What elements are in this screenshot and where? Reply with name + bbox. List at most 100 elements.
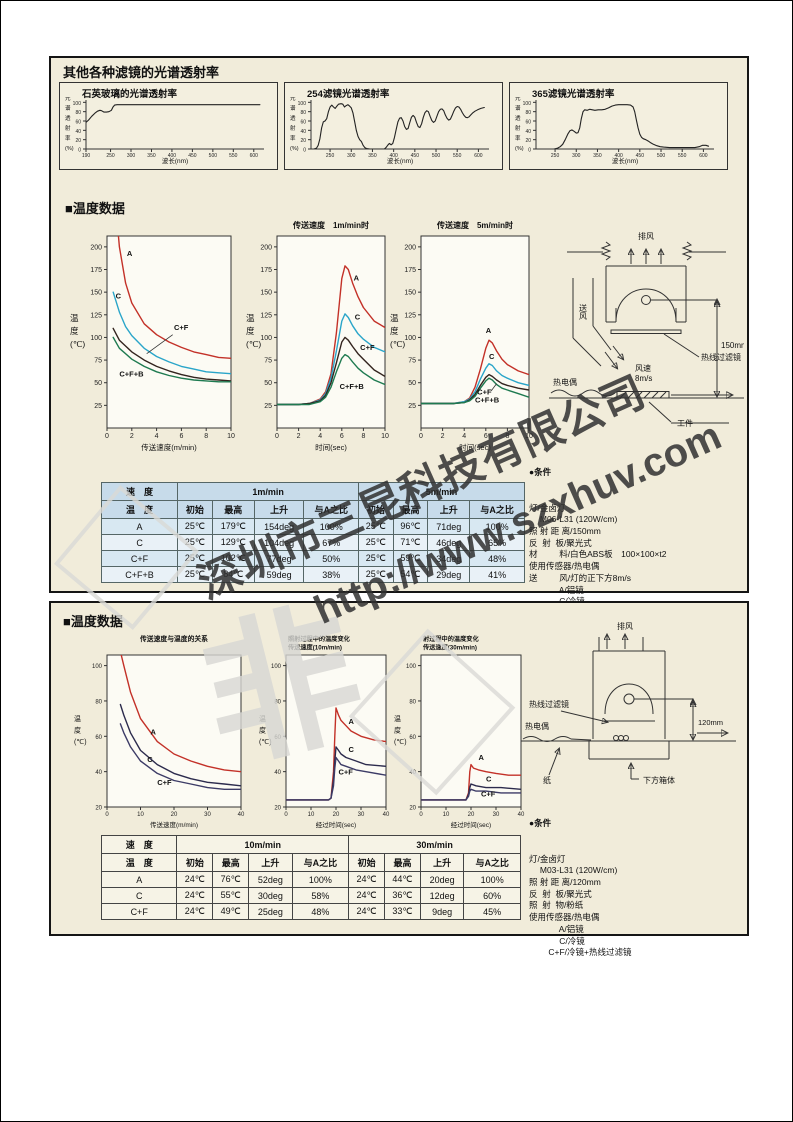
table-cell: 55℃ <box>212 887 250 904</box>
table-cell: 与A之比 <box>463 853 521 872</box>
chart-254-transmittance: 250 300 350 400 450 500 550 600 0 20 40 60 80 100 波长(n… <box>287 94 497 170</box>
svg-text:20: 20 <box>274 806 281 812</box>
temp-data-heading-1: ■温度数据 <box>65 201 125 216</box>
svg-text:C+F+B: C+F+B <box>119 369 144 378</box>
chart-temp-change-30mmin: 0 10 20 30 40 20 40 60 80 100 A C C+F 经过时间(sec) 温度 (℃) 射… <box>391 633 527 840</box>
dimension-150mm: 150mm <box>721 341 744 350</box>
svg-text:时间(sec): 时间(sec) <box>315 442 347 452</box>
table-cell: 84℃ <box>211 566 255 583</box>
svg-text:度: 度 <box>246 326 255 336</box>
svg-text:(℃): (℃) <box>70 339 85 349</box>
svg-text:500: 500 <box>432 153 441 159</box>
table-cell: C+F <box>100 550 179 567</box>
svg-text:照射过程中的温度变化: 照射过程中的温度变化 <box>288 635 351 643</box>
table-cell: 59deg <box>253 566 305 583</box>
table-cell: C+F <box>100 903 178 920</box>
condition-line: 送 风/灯的正下方8m/s <box>529 572 632 583</box>
svg-text:C+F: C+F <box>157 778 172 787</box>
condition-line: 反 射 板/聚光式 <box>529 888 592 899</box>
chart-quartz-transmittance: 190 250 300 350 400 450 500 550 600 0 20 40 60 80 100 波… <box>62 94 272 170</box>
svg-text:(℃): (℃) <box>74 739 87 746</box>
svg-text:100: 100 <box>298 101 307 107</box>
svg-text:度: 度 <box>74 725 81 734</box>
condition-line: 使用传感器/热电偶 <box>529 912 600 923</box>
svg-text:率: 率 <box>515 134 521 142</box>
svg-text:60: 60 <box>75 120 81 126</box>
svg-text:(℃): (℃) <box>246 339 261 349</box>
svg-text:传送速度(m/min): 传送速度(m/min) <box>150 820 198 829</box>
section1-title: 其他各种滤镜的光谱透射率 <box>63 65 220 80</box>
temp-data-heading-2: ■温度数据 <box>63 614 123 629</box>
thermocouple-label: 热电偶 <box>553 377 577 387</box>
svg-text:40: 40 <box>95 770 102 776</box>
condition-line: A/铝镜 <box>529 923 584 934</box>
lower-box-label: 下方箱体 <box>643 775 675 785</box>
svg-text:125: 125 <box>404 312 416 319</box>
svg-text:C+F+B: C+F+B <box>475 396 500 405</box>
svg-text:600: 600 <box>474 153 483 159</box>
condition-line: 照 射 距 离/150mm <box>529 526 601 537</box>
chart-365-transmittance: 250 300 350 400 450 500 550 600 0 20 40 60 80 100 波长(n… <box>512 94 722 170</box>
table-cell: 41% <box>469 566 525 583</box>
svg-text:率: 率 <box>65 134 71 142</box>
table-cell: 25℃ <box>358 534 394 551</box>
table-cell: 71℃ <box>392 534 429 551</box>
svg-text:250: 250 <box>106 153 115 159</box>
table-cell: C <box>100 534 179 551</box>
svg-text:透: 透 <box>515 114 521 122</box>
table-row: A 24℃ 76℃ 52deg 100% 24℃ 44℃ 20deg 100% <box>100 871 521 888</box>
svg-text:0: 0 <box>105 433 109 440</box>
conditions-header: ●条件 <box>529 467 552 478</box>
svg-text:2: 2 <box>130 433 134 440</box>
svg-text:0: 0 <box>528 148 531 154</box>
svg-text:100: 100 <box>92 664 103 670</box>
svg-text:150: 150 <box>90 290 102 297</box>
svg-text:40: 40 <box>383 812 390 818</box>
table-cell: 30m/min <box>348 835 521 854</box>
svg-text:温: 温 <box>74 714 81 723</box>
svg-text:光: 光 <box>290 97 296 102</box>
chart-temp-vs-speed-paper: 0 10 20 30 40 20 40 60 80 100 A C C+F 传送速度(m/min) 温度 (℃… <box>71 633 249 840</box>
svg-text:率: 率 <box>290 134 296 142</box>
svg-text:波长(nm): 波长(nm) <box>612 156 638 165</box>
panel-quartz-chart: 石英玻璃的光谱透射率 190 250 300 350 400 450 500 550 600 0 2… <box>59 82 278 170</box>
svg-text:25: 25 <box>408 403 416 410</box>
svg-text:传送速度(m/min): 传送速度(m/min) <box>141 442 197 452</box>
table-cell: 25℃ <box>177 550 213 567</box>
svg-text:20: 20 <box>75 138 81 144</box>
table-cell: 24℃ <box>176 871 214 888</box>
svg-text:100: 100 <box>73 101 82 107</box>
svg-text:190: 190 <box>82 153 91 159</box>
svg-text:40: 40 <box>409 770 416 776</box>
svg-text:传送速度与温度的关系: 传送速度与温度的关系 <box>139 634 208 643</box>
svg-text:A: A <box>486 326 492 335</box>
table-cell: 25deg <box>248 903 293 920</box>
panel-title: 365滤镜光谱透射率 <box>532 89 615 100</box>
svg-text:10: 10 <box>137 812 144 818</box>
section-temperature-2: ■温度数据 0 10 20 30 40 20 40 60 80 100 A C C+F 传送速度(m/mi… <box>49 601 749 957</box>
chart-temp-change-10mmin: 0 10 20 30 40 20 40 60 80 100 A C C+F 经过时间(sec) 温度 (℃) 照… <box>256 633 392 840</box>
svg-text:20: 20 <box>468 812 475 818</box>
svg-text:传送速度 5m/min时: 传送速度 5m/min时 <box>436 220 513 230</box>
table-cell: 25℃ <box>177 566 213 583</box>
svg-text:0: 0 <box>105 812 109 818</box>
table-cell: 5m/min <box>358 482 525 501</box>
svg-text:4: 4 <box>155 433 159 440</box>
svg-text:40: 40 <box>300 129 306 135</box>
svg-text:温: 温 <box>246 313 255 323</box>
svg-text:350: 350 <box>147 153 156 159</box>
table-cell: 36℃ <box>384 887 421 904</box>
svg-text:60: 60 <box>300 120 306 126</box>
svg-text:A: A <box>349 717 355 726</box>
svg-text:透: 透 <box>290 114 296 122</box>
table-cell: 100% <box>469 518 525 535</box>
svg-text:10: 10 <box>525 433 533 440</box>
svg-text:350: 350 <box>593 153 602 159</box>
svg-text:C+F: C+F <box>339 767 354 776</box>
table-cell: 与A之比 <box>469 500 525 519</box>
svg-text:60: 60 <box>95 735 102 741</box>
svg-text:350: 350 <box>368 153 377 159</box>
svg-text:波长(nm): 波长(nm) <box>387 156 413 165</box>
svg-text:度: 度 <box>70 326 79 336</box>
